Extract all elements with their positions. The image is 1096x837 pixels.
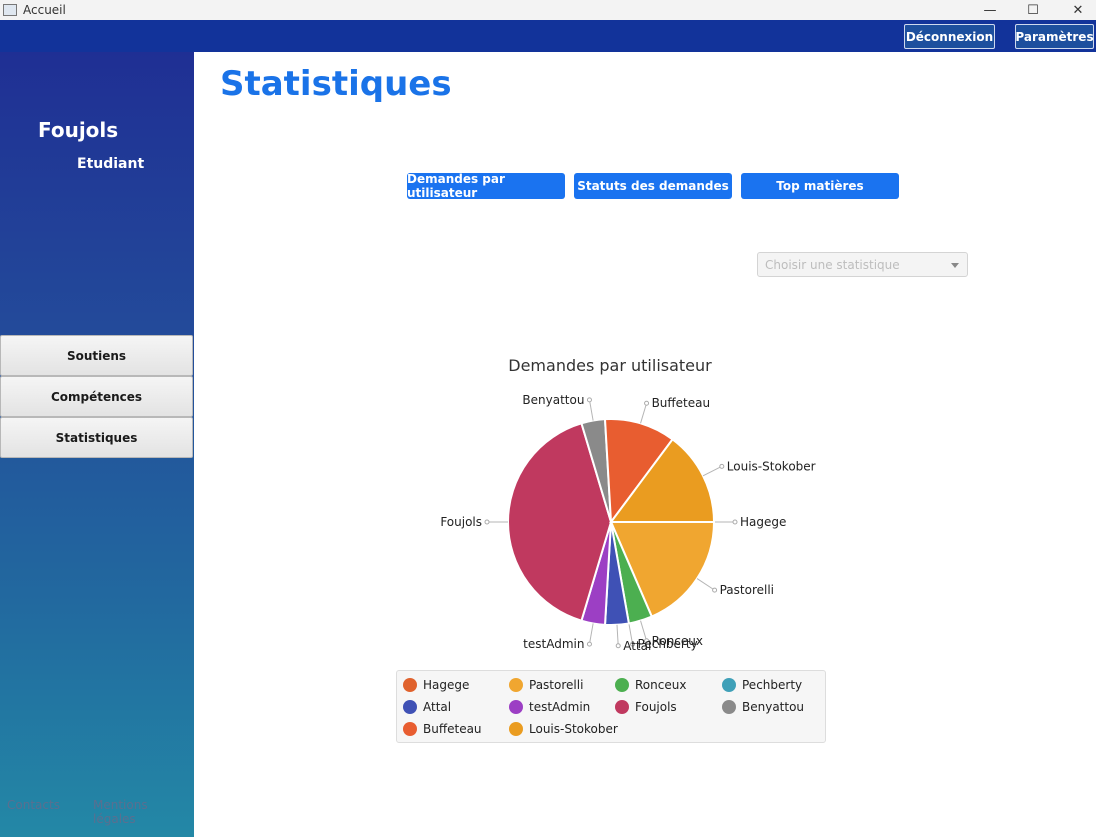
logout-button[interactable]: Déconnexion xyxy=(904,24,995,49)
statuts-des-demandes-button[interactable]: Statuts des demandes xyxy=(574,173,732,199)
pie-label-benyattou: Benyattou xyxy=(522,393,584,407)
maximize-icon[interactable]: ☐ xyxy=(1027,2,1039,18)
top-bar: Déconnexion Paramètres xyxy=(0,20,1096,52)
settings-button[interactable]: Paramètres xyxy=(1015,24,1094,49)
pie-leader-buffeteau xyxy=(640,403,648,424)
legend-item-louis-stokober: Louis-Stokober xyxy=(509,722,618,736)
window-title: Accueil xyxy=(23,3,66,17)
legal-link[interactable]: Mentions légales xyxy=(93,798,148,826)
pie-leader-dot-hagege xyxy=(732,519,738,525)
user-name: Foujols xyxy=(38,118,119,142)
pie-leader-dot-foujols xyxy=(484,519,490,525)
page-title: Statistiques xyxy=(220,64,452,104)
legend-label: Louis-Stokober xyxy=(529,722,618,736)
pie-label-ronceux: Ronceux xyxy=(652,634,703,648)
legend-swatch xyxy=(615,700,629,714)
statistic-select[interactable]: Choisir une statistique xyxy=(757,252,968,277)
app-icon xyxy=(3,4,17,16)
pie-leader-dot-ronceux xyxy=(644,638,650,644)
legend-item-benyattou: Benyattou xyxy=(722,700,804,714)
legend-swatch xyxy=(403,678,417,692)
pie-label-attal: Attal xyxy=(623,639,651,653)
legend-label: testAdmin xyxy=(529,700,591,714)
legend-item-foujols: Foujols xyxy=(615,700,677,714)
pie-leader-attal xyxy=(616,624,619,646)
legend-label: Foujols xyxy=(635,700,677,714)
legend-item-buffeteau: Buffeteau xyxy=(403,722,482,736)
legend-label: Hagege xyxy=(423,678,470,692)
legend-swatch xyxy=(403,722,417,736)
pie-leader-dot-benyattou xyxy=(586,397,592,403)
pie-label-hagege: Hagege xyxy=(740,515,786,529)
pie-slice-louis-stokober[interactable] xyxy=(609,437,716,523)
pie-label-foujols: Foujols xyxy=(440,515,482,529)
pie-leader-dot-pastorelli xyxy=(712,587,718,593)
legend-item-pastorelli: Pastorelli xyxy=(509,678,583,692)
legend-swatch xyxy=(722,678,736,692)
demandes-par-utilisateur-button[interactable]: Demandes par utilisateur xyxy=(407,172,565,200)
pie-label-pechberty: Pechberty xyxy=(638,637,698,651)
chart-legend: Hagege Pastorelli Ronceux Pechberty Attal tes… xyxy=(396,670,826,743)
pie-label-testadmin: testAdmin xyxy=(523,637,584,651)
legend-swatch xyxy=(509,678,523,692)
legend-swatch xyxy=(722,700,736,714)
legend-label: Ronceux xyxy=(635,678,687,692)
pie-leader-pastorelli xyxy=(696,578,715,591)
legend-swatch xyxy=(509,722,523,736)
legend-item-testadmin: testAdmin xyxy=(509,700,590,714)
legend-swatch xyxy=(509,700,523,714)
pie-leader-louis-stokober xyxy=(702,465,723,477)
minimize-icon[interactable]: — xyxy=(983,2,997,18)
legend-swatch xyxy=(615,678,629,692)
top-matieres-button[interactable]: Top matières xyxy=(741,173,899,199)
sidebar-item-soutiens[interactable]: Soutiens xyxy=(0,335,193,376)
legend-label: Benyattou xyxy=(742,700,805,714)
pie-label-louis-stokober: Louis-Stokober xyxy=(727,459,816,473)
sidebar: Foujols Etudiant Soutiens Compétences St… xyxy=(0,52,194,837)
legend-label: Pechberty xyxy=(742,678,803,692)
legend-label: Attal xyxy=(423,700,452,714)
pie-leader-dot-testadmin xyxy=(586,641,592,647)
legend-label: Pastorelli xyxy=(529,678,584,692)
close-icon[interactable]: ✕ xyxy=(1072,2,1084,18)
pie-slice-pastorelli[interactable] xyxy=(609,521,716,618)
window-titlebar: Accueil — ☐ ✕ xyxy=(0,0,1096,20)
legend-swatch xyxy=(403,700,417,714)
pie-leader-dot-buffeteau xyxy=(644,400,650,406)
legend-item-attal: Attal xyxy=(403,700,451,714)
pie-label-buffeteau: Buffeteau xyxy=(652,396,711,410)
legend-label: Buffeteau xyxy=(423,722,482,736)
legend-item-hagege: Hagege xyxy=(403,678,469,692)
pie-slice-buffeteau[interactable] xyxy=(603,418,674,525)
pie-leader-dot-pechberty xyxy=(630,641,636,647)
pie-leader-ronceux xyxy=(640,620,648,641)
pie-label-pastorelli: Pastorelli xyxy=(720,583,774,597)
legend-item-ronceux: Ronceux xyxy=(615,678,686,692)
chevron-down-icon xyxy=(951,263,959,268)
sidebar-item-competences[interactable]: Compétences xyxy=(0,376,193,417)
legend-item-pechberty: Pechberty xyxy=(722,678,802,692)
sidebar-item-statistiques[interactable]: Statistiques xyxy=(0,417,193,458)
pie-leader-pechberty xyxy=(628,623,634,645)
pie-leader-testadmin xyxy=(588,623,594,645)
pie-leader-benyattou xyxy=(588,399,594,421)
pie-leader-dot-louis-stokober xyxy=(719,463,725,469)
contacts-link[interactable]: Contacts xyxy=(7,798,60,812)
chart-title: Demandes par utilisateur xyxy=(508,356,712,375)
pie-leader-dot-attal xyxy=(615,643,621,649)
user-role: Etudiant xyxy=(77,156,145,172)
statistic-select-placeholder: Choisir une statistique xyxy=(765,257,900,272)
